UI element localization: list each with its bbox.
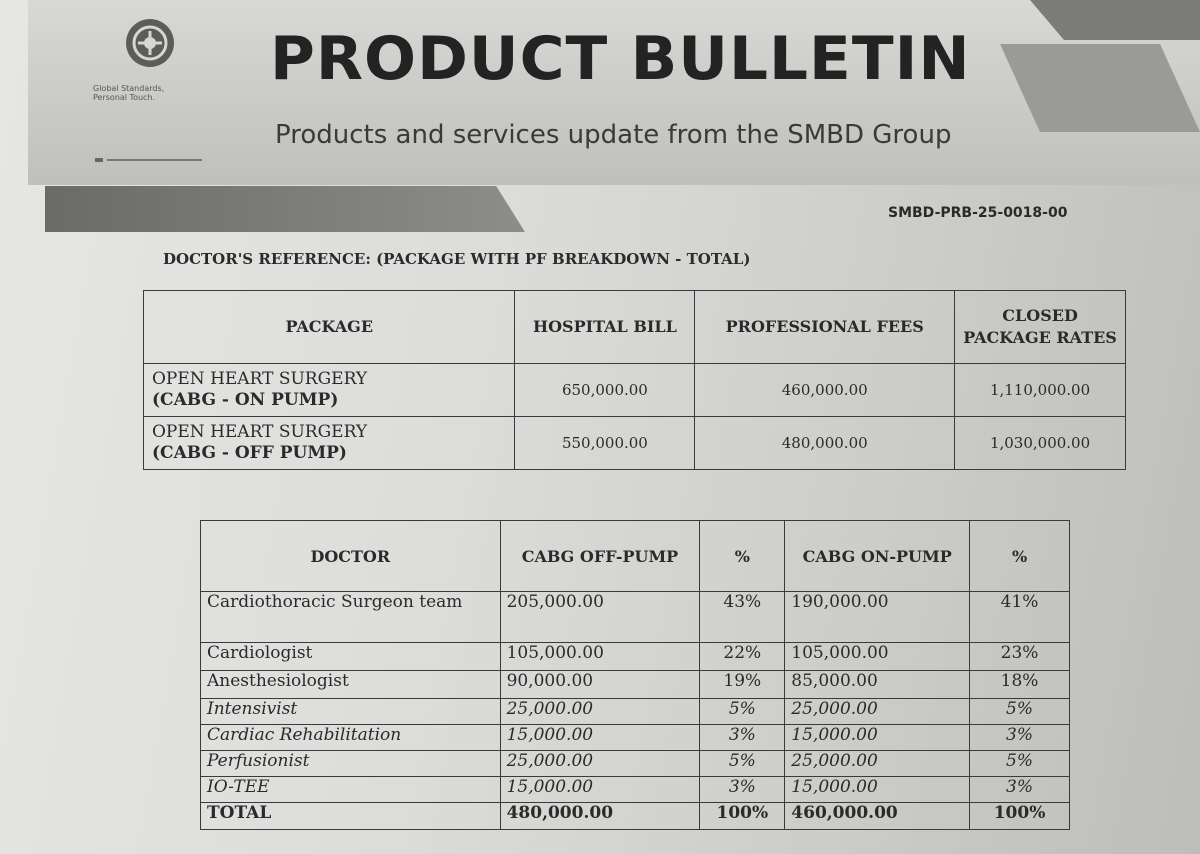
on-pump-cell: 105,000.00 xyxy=(784,642,971,671)
off-pump-total-cell: 480,000.00 xyxy=(499,802,701,830)
on-pump-percent-cell: 5% xyxy=(969,698,1070,725)
corner-decoration xyxy=(1030,0,1200,40)
page-subtitle: Products and services update from the SM… xyxy=(275,120,952,150)
on-pump-percent-cell: 3% xyxy=(969,724,1070,751)
table-row: Cardiologist 105,000.00 22% 105,000.00 2… xyxy=(200,642,1070,671)
hospital-bill-cell: 650,000.00 xyxy=(514,363,696,417)
on-pump-cell: 25,000.00 xyxy=(784,698,971,725)
column-header: CLOSED PACKAGE RATES xyxy=(954,290,1126,364)
off-pump-percent-cell: 5% xyxy=(699,750,786,777)
closed-rate-cell: 1,030,000.00 xyxy=(954,416,1126,470)
section-heading: DOCTOR'S REFERENCE: (PACKAGE WITH PF BRE… xyxy=(163,250,751,268)
on-pump-percent-total-cell: 100% xyxy=(969,802,1070,830)
off-pump-cell: 205,000.00 xyxy=(499,591,701,643)
off-pump-cell: 105,000.00 xyxy=(499,642,701,671)
logo-tagline: Global Standards, Personal Touch. xyxy=(93,84,165,102)
column-header: CABG OFF-PUMP xyxy=(499,520,701,592)
off-pump-percent-total-cell: 100% xyxy=(699,802,786,830)
professional-fees-cell: 460,000.00 xyxy=(694,363,956,417)
header-band xyxy=(28,0,1200,185)
on-pump-percent-cell: 18% xyxy=(969,670,1070,699)
company-logo: Global Standards, Personal Touch. xyxy=(85,14,215,164)
off-pump-percent-cell: 19% xyxy=(699,670,786,699)
total-row: TOTAL 480,000.00 100% 460,000.00 100% xyxy=(200,802,1070,830)
table-row: Cardiothoracic Surgeon team 205,000.00 4… xyxy=(200,591,1070,643)
table-row: Perfusionist 25,000.00 5% 25,000.00 5% xyxy=(200,750,1070,777)
doctor-cell: Cardiac Rehabilitation xyxy=(200,724,501,751)
off-pump-percent-cell: 3% xyxy=(699,724,786,751)
off-pump-cell: 90,000.00 xyxy=(499,670,701,699)
on-pump-cell: 15,000.00 xyxy=(784,776,971,803)
off-pump-percent-cell: 22% xyxy=(699,642,786,671)
package-name-cell: OPEN HEART SURGERY (CABG - OFF PUMP) xyxy=(142,416,516,470)
table-row: OPEN HEART SURGERY (CABG - ON PUMP) 650,… xyxy=(142,363,1126,417)
on-pump-percent-cell: 23% xyxy=(969,642,1070,671)
column-header: % xyxy=(699,520,786,592)
package-name-cell: OPEN HEART SURGERY (CABG - ON PUMP) xyxy=(142,363,516,417)
doctor-cell: Intensivist xyxy=(200,698,501,725)
on-pump-cell: 15,000.00 xyxy=(784,724,971,751)
doctor-cell: Cardiothoracic Surgeon team xyxy=(200,591,501,643)
header-stripe xyxy=(45,186,525,232)
professional-fees-cell: 480,000.00 xyxy=(694,416,956,470)
off-pump-cell: 25,000.00 xyxy=(499,750,701,777)
on-pump-total-cell: 460,000.00 xyxy=(784,802,971,830)
total-label-cell: TOTAL xyxy=(200,802,501,830)
off-pump-percent-cell: 3% xyxy=(699,776,786,803)
column-header: PROFESSIONAL FEES xyxy=(694,290,956,364)
column-header: % xyxy=(969,520,1070,592)
closed-rate-cell: 1,110,000.00 xyxy=(954,363,1126,417)
table-row: OPEN HEART SURGERY (CABG - OFF PUMP) 550… xyxy=(142,416,1126,470)
table-header-row: PACKAGE HOSPITAL BILL PROFESSIONAL FEES … xyxy=(142,290,1126,364)
table-row: Intensivist 25,000.00 5% 25,000.00 5% xyxy=(200,698,1070,725)
doctor-cell: Perfusionist xyxy=(200,750,501,777)
doctor-cell: IO-TEE xyxy=(200,776,501,803)
logo-footer-mark xyxy=(95,157,205,165)
logo-emblem-icon xyxy=(126,19,174,67)
table-header-row: DOCTOR CABG OFF-PUMP % CABG ON-PUMP % xyxy=(200,520,1070,592)
on-pump-cell: 85,000.00 xyxy=(784,670,971,699)
off-pump-percent-cell: 43% xyxy=(699,591,786,643)
logo-footer-mark-icon xyxy=(95,158,202,162)
column-header: CABG ON-PUMP xyxy=(784,520,971,592)
on-pump-cell: 25,000.00 xyxy=(784,750,971,777)
off-pump-cell: 25,000.00 xyxy=(499,698,701,725)
off-pump-percent-cell: 5% xyxy=(699,698,786,725)
doctor-breakdown-table: DOCTOR CABG OFF-PUMP % CABG ON-PUMP % Ca… xyxy=(200,520,1070,830)
column-header: PACKAGE xyxy=(142,290,516,364)
corner-decoration xyxy=(1000,44,1200,132)
doctor-cell: Anesthesiologist xyxy=(200,670,501,699)
on-pump-cell: 190,000.00 xyxy=(784,591,971,643)
on-pump-percent-cell: 3% xyxy=(969,776,1070,803)
off-pump-cell: 15,000.00 xyxy=(499,776,701,803)
document-number: SMBD-PRB-25-0018-00 xyxy=(888,205,1068,221)
column-header: HOSPITAL BILL xyxy=(514,290,696,364)
hospital-bill-cell: 550,000.00 xyxy=(514,416,696,470)
on-pump-percent-cell: 5% xyxy=(969,750,1070,777)
page-title: PRODUCT BULLETIN xyxy=(270,24,971,94)
table-row: Anesthesiologist 90,000.00 19% 85,000.00… xyxy=(200,670,1070,699)
table-row: IO-TEE 15,000.00 3% 15,000.00 3% xyxy=(200,776,1070,803)
off-pump-cell: 15,000.00 xyxy=(499,724,701,751)
doctor-cell: Cardiologist xyxy=(200,642,501,671)
package-rates-table: PACKAGE HOSPITAL BILL PROFESSIONAL FEES … xyxy=(142,290,1126,470)
on-pump-percent-cell: 41% xyxy=(969,591,1070,643)
table-row: Cardiac Rehabilitation 15,000.00 3% 15,0… xyxy=(200,724,1070,751)
column-header: DOCTOR xyxy=(200,520,501,592)
